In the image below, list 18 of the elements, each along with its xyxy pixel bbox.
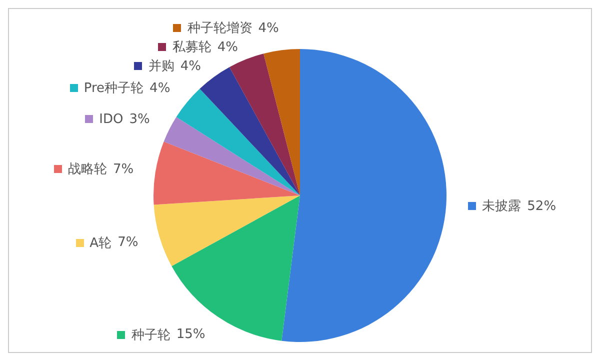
data-label: 4%	[258, 20, 279, 36]
legend-label: 私募轮	[172, 39, 212, 56]
legend-label: Pre种子轮	[84, 80, 144, 98]
legend-label: 战略轮	[68, 161, 107, 178]
legend-label: A轮	[90, 234, 112, 252]
data-label: 3%	[129, 112, 150, 126]
data-label: 7%	[112, 162, 134, 177]
legend-label: 种子轮	[131, 326, 170, 344]
data-label: 15%	[176, 327, 206, 342]
data-label: 4%	[150, 80, 170, 96]
legend-label: 并购	[148, 58, 174, 76]
data-label: 4%	[217, 40, 238, 55]
legend-label: 种子轮增资	[187, 20, 252, 38]
data-label: 7%	[118, 235, 138, 250]
legend-label: 未披露	[482, 198, 522, 216]
data-label: 4%	[180, 58, 201, 74]
legend-label: IDO	[99, 112, 124, 126]
data-label: 52%	[527, 198, 556, 214]
